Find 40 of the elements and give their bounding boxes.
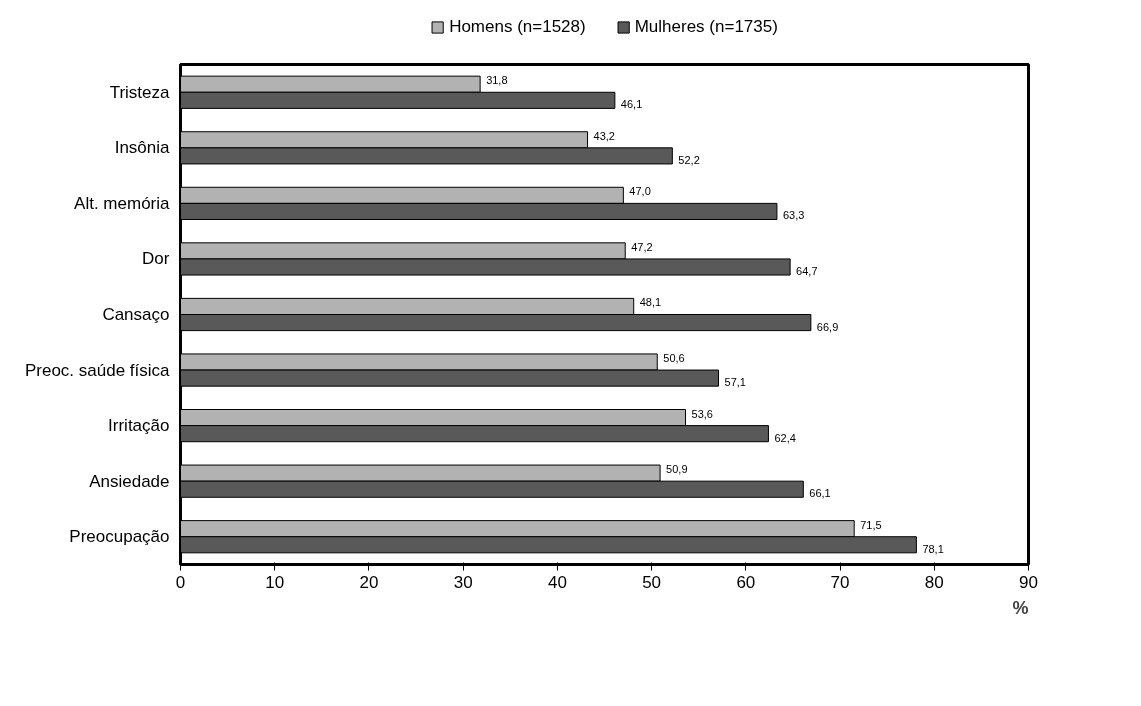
y-tick-label: Preoc. saúde física <box>24 360 171 380</box>
data-label: 52,2 <box>678 153 700 166</box>
data-label: 47,0 <box>629 185 651 198</box>
x-tick-label: 50 <box>642 572 662 592</box>
data-label: 48,1 <box>639 296 662 309</box>
data-label: 53,6 <box>691 407 713 420</box>
data-label: 64,7 <box>796 265 818 277</box>
y-tick-label: Ansiedade <box>89 471 170 491</box>
data-label: 31,8 <box>486 74 508 87</box>
y-tick-label: Irritação <box>108 416 170 436</box>
y-tick-label: Insônia <box>114 138 171 158</box>
data-label: 78,1 <box>922 542 944 555</box>
legend-label: Homens (n=1528) <box>449 17 586 37</box>
data-label: 57,1 <box>724 376 746 389</box>
data-label: 66,9 <box>816 320 839 333</box>
data-label: 71,5 <box>860 518 882 531</box>
y-tick-label: Alt. memória <box>74 193 171 213</box>
x-tick-label: 90 <box>1019 572 1038 592</box>
data-label: 50,6 <box>663 352 685 364</box>
x-tick-label: 60 <box>736 572 756 592</box>
y-tick-label: Preocupação <box>69 527 170 547</box>
x-tick-label: 30 <box>453 572 473 592</box>
x-tick-label: 80 <box>924 572 944 592</box>
data-label: 50,9 <box>666 463 688 476</box>
data-label: 66,1 <box>809 487 831 500</box>
data-label: 63,3 <box>782 209 805 222</box>
x-tick-label: 0 <box>175 572 186 592</box>
x-axis-title: % <box>1012 597 1029 618</box>
data-label: 47,2 <box>631 240 653 253</box>
y-tick-label: Tristeza <box>109 82 171 102</box>
data-label: 43,2 <box>593 129 615 142</box>
data-label: 46,1 <box>620 98 643 111</box>
data-label: 62,4 <box>774 431 796 444</box>
x-tick-label: 70 <box>830 572 850 592</box>
legend-label: Mulheres (n=1735) <box>634 17 778 37</box>
y-tick-label: Dor <box>142 249 170 269</box>
x-tick-label: 10 <box>265 572 285 592</box>
x-tick-label: 20 <box>359 572 379 592</box>
x-tick-label: 40 <box>547 572 567 592</box>
y-tick-label: Cansaço <box>102 305 170 324</box>
